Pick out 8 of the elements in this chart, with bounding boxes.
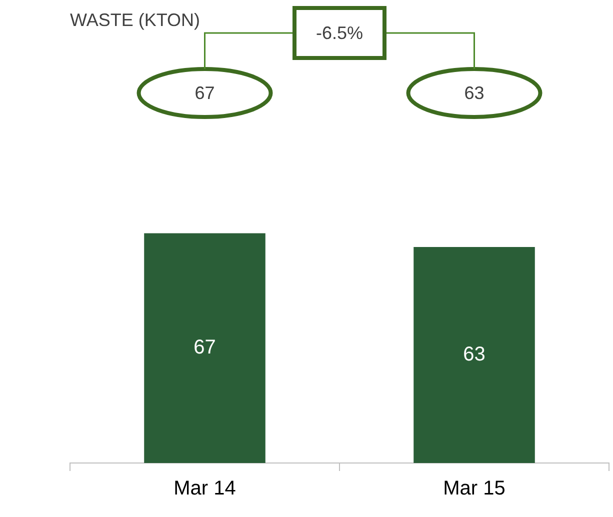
annotation: 67 xyxy=(194,336,216,359)
text: -6.5% xyxy=(316,22,364,43)
chart-title: WASTE (KTON) xyxy=(70,10,200,30)
annotation: 63 xyxy=(463,344,486,366)
data-label: 67 xyxy=(194,82,215,103)
x-tick-label: Mar 15 xyxy=(443,478,506,500)
data-label: 63 xyxy=(464,82,484,103)
x-tick-label: Mar 14 xyxy=(174,478,236,500)
